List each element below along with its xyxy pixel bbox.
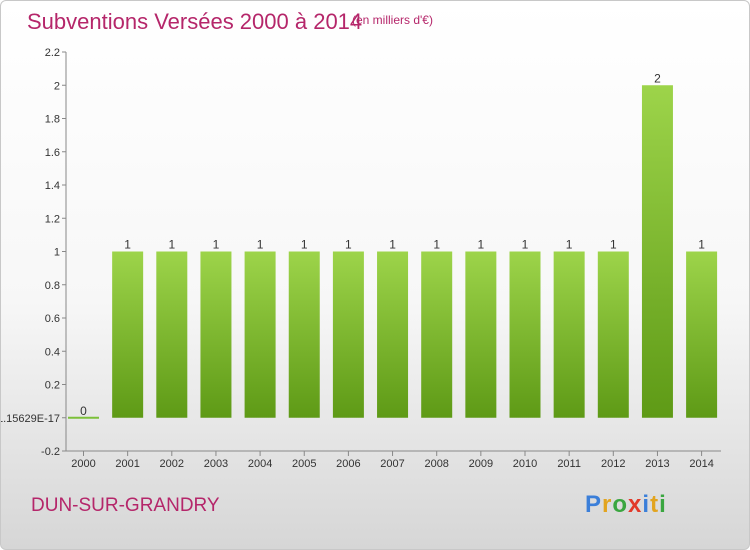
y-tick-label: 0.8: [45, 280, 60, 292]
bar: [597, 251, 629, 418]
y-tick-label: 1.2: [45, 213, 60, 225]
x-tick-label: 2003: [204, 458, 228, 470]
bar: [244, 251, 276, 418]
bar-value-label: 1: [345, 238, 352, 252]
proxiti-logo: Proxiti: [585, 491, 667, 518]
bar-value-label: 1: [213, 238, 220, 252]
x-tick-label: 2006: [336, 458, 360, 470]
bar-value-label: 1: [433, 238, 440, 252]
bar-value-label: 1: [522, 238, 529, 252]
y-tick-label: 1.8: [45, 114, 60, 126]
x-tick-label: 2013: [645, 458, 669, 470]
x-tick-label: 2001: [115, 458, 139, 470]
x-tick-label: 2007: [380, 458, 404, 470]
bar-value-label: 1: [389, 238, 396, 252]
bar: [421, 251, 453, 418]
bar: [332, 251, 364, 418]
bar: [200, 251, 232, 418]
commune-name: DUN-SUR-GRANDRY: [31, 495, 220, 516]
y-tick-label: 2.2: [45, 47, 60, 59]
y-tick-label: 1.15629E-17: [1, 413, 60, 425]
bar-value-label: 0: [80, 404, 87, 418]
x-tick-label: 2012: [601, 458, 625, 470]
bar: [509, 251, 541, 418]
bar-value-label: 1: [301, 238, 308, 252]
y-tick-label: 0.4: [45, 346, 60, 358]
x-tick-label: 2002: [160, 458, 184, 470]
bar-value-label: 1: [257, 238, 264, 252]
y-tick-label: 1: [54, 247, 60, 259]
x-tick-label: 2011: [557, 458, 581, 470]
unit-note: (en milliers d'€): [352, 13, 433, 27]
y-tick-label: 2: [54, 80, 60, 92]
bar: [288, 251, 320, 418]
x-tick-label: 2010: [513, 458, 537, 470]
bar: [465, 251, 497, 418]
bar-value-label: 1: [478, 238, 485, 252]
bar: [112, 251, 144, 418]
bar: [553, 251, 585, 418]
bar: [156, 251, 188, 418]
x-tick-label: 2004: [248, 458, 272, 470]
bar-value-label: 2: [654, 71, 661, 85]
x-tick-label: 2005: [292, 458, 316, 470]
bar-value-label: 1: [168, 238, 175, 252]
bar: [641, 85, 673, 418]
x-tick-label: 2009: [469, 458, 493, 470]
bar-value-label: 1: [610, 238, 617, 252]
x-tick-label: 2000: [71, 458, 95, 470]
bar: [377, 251, 409, 418]
bar: [686, 251, 718, 418]
y-tick-label: -0.2: [41, 446, 60, 458]
y-tick-label: 0.2: [45, 380, 60, 392]
y-tick-label: 0.6: [45, 313, 60, 325]
y-tick-label: 1.6: [45, 147, 60, 159]
bar-value-label: 1: [566, 238, 573, 252]
y-tick-label: 1.4: [45, 180, 60, 192]
bar-value-label: 1: [124, 238, 131, 252]
x-tick-label: 2008: [424, 458, 448, 470]
bar-value-label: 1: [698, 238, 705, 252]
chart-title: Subventions Versées 2000 à 2014: [27, 9, 363, 34]
x-tick-label: 2014: [689, 458, 713, 470]
